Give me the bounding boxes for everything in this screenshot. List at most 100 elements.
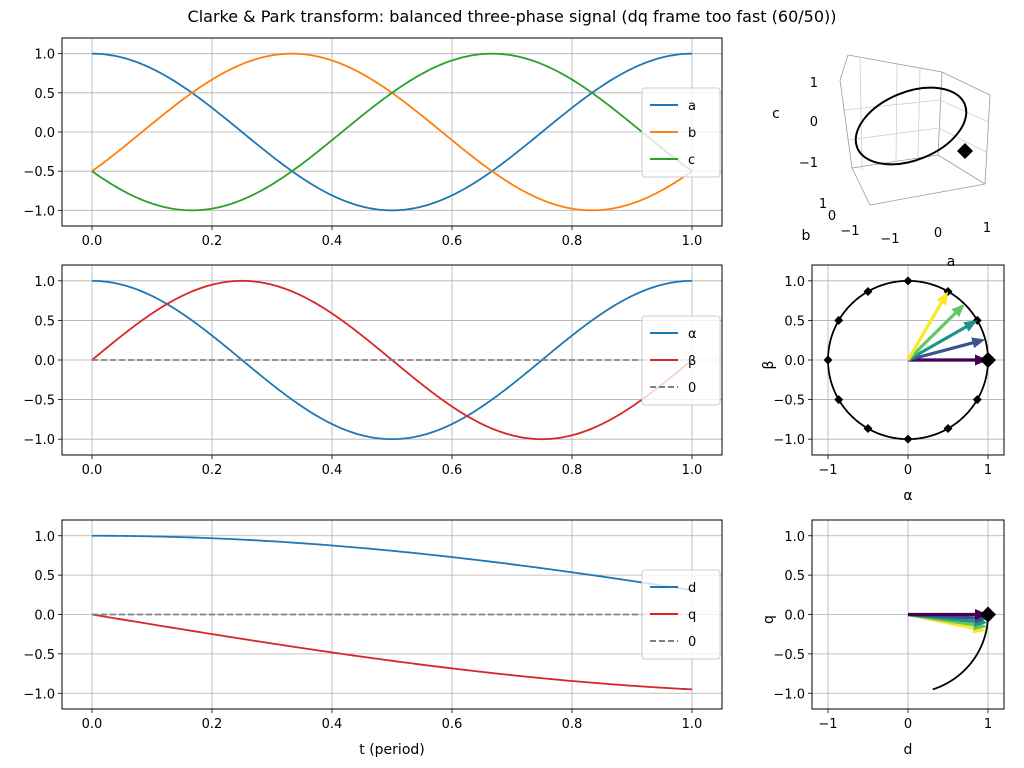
abc3d-pane-edge [839,54,849,81]
ab-plane-tick-label-y: −0.5 [773,394,805,409]
ab-plane-vector-arrow [907,320,978,362]
abc3d-pane-edge [847,54,943,73]
dq-axis-label-x: t (period) [359,742,424,758]
ab-plane-sample-marker [823,355,833,365]
abc-legend-label: b [688,126,696,141]
ab-plane-sample-marker [834,315,844,325]
abc-tick-label-y: −1.0 [23,204,55,219]
abc3d-tick-label-y: 0 [828,209,836,224]
abc3d-pane-edge [869,183,986,206]
alphabeta-tick-label-y: 0.5 [34,314,55,329]
ab-plane-vector-arrow [907,337,986,362]
abc-tick-label-x: 0.8 [562,234,583,249]
ab-plane-tick-label-x: 0 [904,463,912,478]
abc3d-tick-label-z: 0 [810,115,818,130]
ab-plane-tick-label-y: 0.0 [784,354,805,369]
ab-plane-tick-label-x: 1 [984,463,992,478]
dq-tick-label-x: 0.0 [82,717,103,732]
abc3d-gridline [938,127,987,153]
abc3d-pane-edge [984,94,991,185]
alphabeta-tick-label-x: 0.4 [322,463,343,478]
dq-plane-vector-arrow [908,609,988,620]
abc3d-axis-label-x: a [947,254,956,270]
abc3d-gridline [895,62,898,164]
dq-tick-label-y: 0.5 [34,569,55,584]
dq-plane-tick-label-x: 0 [904,717,912,732]
abc3d-tick-label-x: −1 [880,232,899,247]
abc3d-axis-label-z: c [772,106,780,122]
abc-frame [61,37,723,227]
abc-legend [641,87,721,178]
dq-plane-tick-label-x: −1 [818,717,837,732]
dq-tick-label-x: 0.4 [322,717,343,732]
abc3d-tick-label-z: 1 [810,76,818,91]
abc3d-gridline [917,67,921,160]
abc-tick-label-x: 0.2 [202,234,223,249]
alphabeta-legend-label: α [688,327,697,342]
ab-plane-tick-label-y: −1.0 [773,433,805,448]
abc-tick-label-x: 0.0 [82,234,103,249]
abc3d-tick-label-x: 1 [983,221,991,236]
abc3d-axis-label-y: b [802,228,811,244]
ab-plane-sample-marker [943,424,953,434]
abc3d-trajectory [854,86,968,166]
ab-plane-frame [811,264,1005,456]
dq-plane-tick-label-x: 1 [984,717,992,732]
dq-plane-axis-label-x: d [904,742,913,758]
alphabeta-tick-label-x: 1.0 [682,463,703,478]
abc3d-tick-label-y: 1 [819,197,827,212]
alphabeta-tick-label-x: 0.0 [82,463,103,478]
dq-series-q [91,613,693,691]
ab-plane-tick-label-y: 0.5 [784,314,805,329]
dq-legend-label: q [688,608,696,623]
ab-plane-axis-label-x: α [903,488,912,504]
ab-plane-sample-marker [903,434,913,444]
alphabeta-series-α [91,279,693,441]
dq-legend-label: 0 [688,635,696,650]
abc-tick-label-y: −0.5 [23,165,55,180]
abc3d-gridline [939,99,989,123]
abc-tick-label-x: 0.6 [442,234,463,249]
abc3d-pane-edge [851,167,871,206]
ab-plane-tick-label-y: 1.0 [784,275,805,290]
abc3d-gridline [847,127,940,141]
alphabeta-tick-label-y: −0.5 [23,394,55,409]
abc-series-c [91,52,693,212]
dq-plane-tick-label-y: 0.5 [784,569,805,584]
abc-tick-label-y: 1.0 [34,48,55,63]
dq-series-d [92,534,693,592]
abc3d-tick-label-x: 0 [934,226,942,241]
dq-tick-label-y: 1.0 [34,530,55,545]
abc3d-pane-edge [941,71,991,96]
dq-legend [641,569,721,660]
alphabeta-tick-label-x: 0.8 [562,463,583,478]
ab-plane-axis-label-y: β [761,361,777,370]
alphabeta-legend-label: 0 [688,381,696,396]
dq-plane-current-marker [980,606,996,623]
abc-legend-label: a [688,99,696,114]
ab-plane-current-marker [980,352,996,368]
dq-tick-label-y: −0.5 [23,648,55,663]
dq-frame [61,519,723,710]
abc-legend-label: c [688,153,695,168]
ab-plane-tick-label-x: −1 [818,463,837,478]
dq-plane-tick-label-y: −0.5 [773,648,805,663]
dq-tick-label-x: 1.0 [682,717,703,732]
abc3d-marker [957,143,973,159]
abc3d-tick-label-y: −1 [840,224,859,239]
abc3d-tick-label-z: −1 [799,156,818,171]
alphabeta-tick-label-y: −1.0 [23,433,55,448]
abc3d-pane-edge [937,71,943,156]
alphabeta-legend [641,315,721,406]
dq-plane-tick-label-y: 0.0 [784,609,805,624]
abc3d-pane-edge [937,154,986,185]
abc3d-pane-edge [839,79,853,169]
alphabeta-tick-label-x: 0.2 [202,463,223,478]
dq-tick-label-x: 0.2 [202,717,223,732]
plot-layer: 0.0 0.2 0.4 0.6 0.8 1.0−1.0−0.50.00.51.0abc10… [23,37,1005,758]
dq-plane-frame [811,519,1005,710]
ab-plane-sample-marker [903,276,913,286]
dq-tick-label-y: 0.0 [34,609,55,624]
ab-plane-sample-marker [972,395,982,405]
dq-tick-label-x: 0.6 [442,717,463,732]
